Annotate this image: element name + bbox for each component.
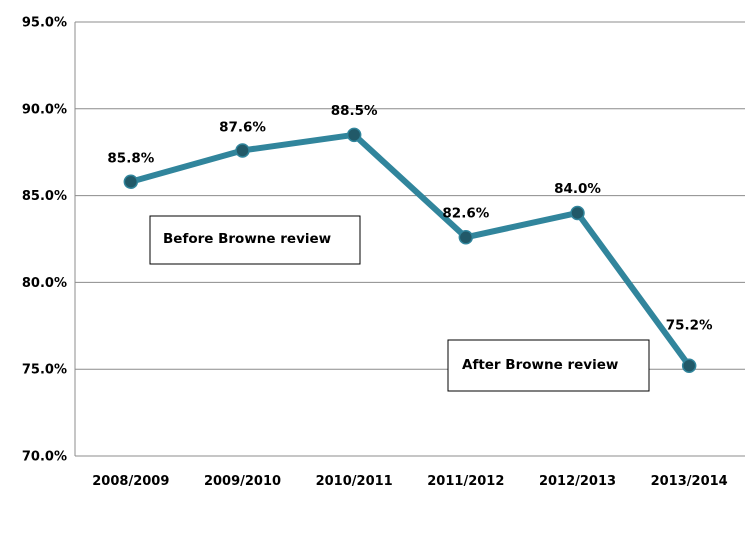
series-line: [127, 131, 693, 369]
y-tick-label: 80.0%: [22, 276, 67, 291]
data-point-marker: [570, 205, 585, 221]
x-tick-label: 2012/2013: [539, 474, 616, 489]
data-point-marker: [346, 127, 362, 143]
data-labels: 85.8% 87.6% 88.5% 82.6% 84.0% 75.2%: [107, 103, 713, 334]
data-label: 84.0%: [554, 181, 601, 197]
annotation-before-browne: Before Browne review: [149, 215, 361, 265]
x-tick-label: 2010/2011: [316, 474, 393, 489]
annotation-after-browne: After Browne review: [447, 339, 650, 392]
annotation-label: After Browne review: [462, 357, 618, 373]
annotation-box: [149, 215, 361, 265]
data-label: 88.5%: [331, 103, 378, 119]
axes: [74, 22, 745, 457]
y-tick-label: 70.0%: [22, 450, 67, 465]
data-point-marker: [123, 174, 139, 189]
data-point-marker: [681, 358, 697, 373]
data-label: 82.6%: [442, 205, 489, 221]
data-label: 85.8%: [107, 151, 154, 167]
y-tick-label: 85.0%: [22, 189, 67, 204]
x-tick-label: 2013/2014: [651, 474, 728, 489]
y-tick-label: 95.0%: [22, 16, 67, 31]
data-label: 75.2%: [666, 318, 713, 334]
data-point-marker: [458, 230, 474, 245]
annotation-box: [447, 339, 650, 392]
gridlines: [75, 21, 745, 370]
data-label: 87.6%: [219, 119, 266, 135]
y-tick-label: 90.0%: [22, 102, 67, 117]
y-tick-label: 75.0%: [22, 363, 67, 378]
x-tick-label: 2011/2012: [427, 474, 504, 489]
series-line-group: [123, 127, 697, 373]
x-tick-label: 2008/2009: [92, 474, 169, 489]
x-tick-label: 2009/2010: [204, 474, 281, 489]
y-tick-labels: 70.0% 75.0% 80.0% 85.0% 90.0% 95.0%: [22, 16, 67, 465]
x-tick-labels: 2008/2009 2009/2010 2010/2011 2011/2012 2012…: [92, 474, 727, 489]
annotation-label: Before Browne review: [163, 231, 331, 247]
data-point-marker: [235, 143, 250, 158]
